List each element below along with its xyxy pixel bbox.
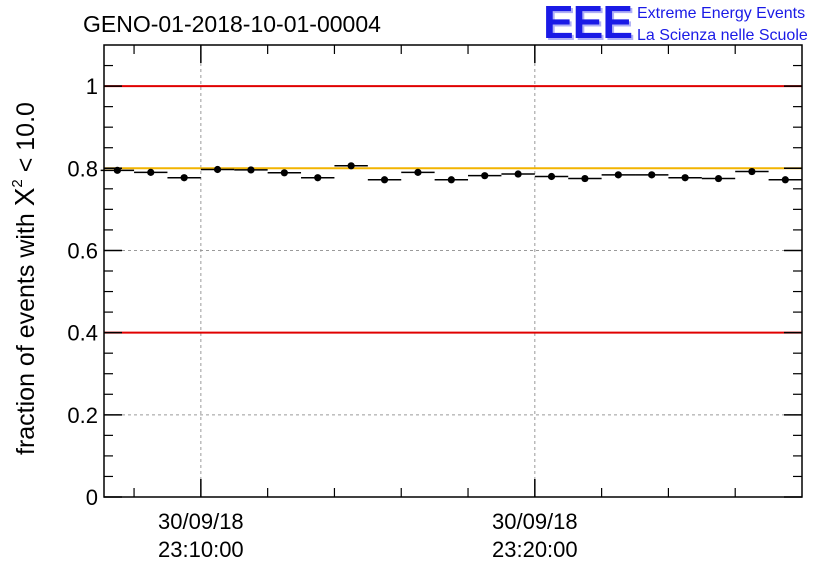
x-tick-label-date: 30/09/18 <box>158 509 244 534</box>
y-axis-label-superscript: 2 <box>9 179 26 187</box>
data-point <box>601 171 636 179</box>
data-point-marker <box>547 172 556 181</box>
chart-title: GENO-01-2018-10-01-00004 <box>83 11 381 37</box>
y-tick-label: 0.4 <box>67 321 98 346</box>
data-point-marker <box>614 171 622 179</box>
grid <box>104 45 802 497</box>
data-point <box>501 170 535 178</box>
y-tick-label: 0.6 <box>67 238 98 263</box>
data-point-marker <box>347 162 355 170</box>
data-point-marker <box>648 171 656 179</box>
data-point <box>267 169 302 177</box>
reference-lines <box>104 85 802 334</box>
y-axis-label: fraction of events with X2 < 10.0 <box>9 102 40 455</box>
data-point <box>301 174 335 182</box>
data-point <box>768 176 802 184</box>
data-point-marker <box>514 170 522 178</box>
data-point <box>468 172 502 180</box>
x-tick-label-time: 23:20:00 <box>492 537 578 562</box>
data-point-marker <box>681 174 689 182</box>
data-point-marker <box>781 176 789 184</box>
y-axis-label-prefix: fraction of events with <box>12 206 40 455</box>
data-point-marker <box>481 172 489 180</box>
tick-labels: 0 0.2 0.4 0.6 0.8 1 30/09/18 23:10:00 30/09/18 23… <box>67 74 577 562</box>
plot-frame <box>103 44 803 498</box>
y-tick-label: 0.2 <box>67 403 98 428</box>
data-point <box>735 167 769 176</box>
axis-ticks <box>104 45 802 498</box>
data-point <box>534 172 569 181</box>
data-point-marker <box>247 166 255 174</box>
y-tick-label: 0 <box>86 485 98 510</box>
data-point <box>568 174 602 183</box>
data-point-marker <box>213 165 222 174</box>
data-point <box>668 174 702 182</box>
data-point-marker <box>414 168 422 176</box>
data-point-marker <box>748 167 756 176</box>
data-point-marker <box>280 169 288 177</box>
x-tick-label-time: 23:10:00 <box>158 537 244 562</box>
logo-line-2: La Scienza nelle Scuole <box>637 27 808 44</box>
logo-letters-shadow: EEE <box>545 0 634 50</box>
data-point <box>167 174 201 182</box>
data-point <box>367 176 402 184</box>
data-point-marker <box>180 174 188 182</box>
eee-logo: EEE EEE Extreme Energy Events La Scienza… <box>543 0 808 50</box>
y-axis-label-chi-symbol: X <box>9 187 40 206</box>
logo-line-1: Extreme Energy Events <box>637 5 805 22</box>
data-point <box>434 176 469 184</box>
x-tick-label-date: 30/09/18 <box>492 509 578 534</box>
data-point <box>701 174 736 183</box>
y-axis-label-suffix: < 10.0 <box>12 102 40 179</box>
data-point-marker <box>380 176 389 184</box>
data-point <box>635 171 669 179</box>
data-point <box>134 168 168 176</box>
data-series <box>100 162 802 184</box>
data-point-marker <box>147 168 155 176</box>
data-point-marker <box>314 174 322 182</box>
data-point <box>334 162 368 170</box>
data-point <box>234 166 268 174</box>
data-point <box>401 168 435 176</box>
data-point <box>200 165 235 174</box>
data-point-marker <box>581 174 589 183</box>
logo-letters: EEE <box>543 0 632 48</box>
data-point-marker <box>714 174 723 183</box>
y-tick-label: 1 <box>86 74 98 99</box>
y-tick-label: 0.8 <box>67 156 98 181</box>
data-point-marker <box>447 176 455 184</box>
